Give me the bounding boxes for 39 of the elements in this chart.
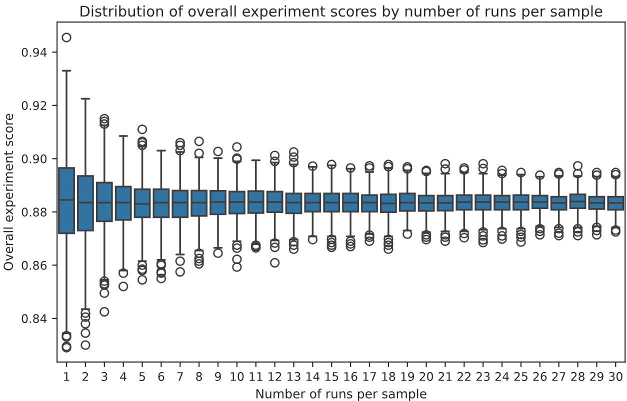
x-tick-label: 9 — [214, 372, 221, 381]
x-tick-label: 20 — [420, 372, 434, 381]
x-tick-label: 11 — [250, 372, 262, 381]
x-tick-label: 18 — [382, 372, 396, 381]
x-tick-label: 23 — [476, 372, 490, 381]
x-tick-label: 5 — [139, 372, 145, 381]
x-tick-label: 6 — [158, 372, 164, 381]
x-tick-label: 25 — [514, 372, 528, 381]
x-tick-label: 16 — [344, 372, 358, 381]
y-tick-label: 0.94 — [22, 48, 47, 57]
y-tick-label: 0.86 — [22, 260, 47, 270]
x-tick-label: 14 — [306, 372, 320, 381]
x-tick-label: 13 — [288, 372, 300, 381]
x-tick-label: 17 — [363, 372, 376, 381]
x-tick-label: 21 — [438, 372, 452, 381]
x-tick-label: 7 — [177, 372, 183, 381]
x-tick-label: 1 — [64, 372, 70, 381]
x-tick-label: 28 — [571, 372, 584, 381]
y-tick-label: 0.84 — [22, 314, 47, 324]
x-tick-label: 27 — [552, 372, 566, 381]
x-tick-label: 4 — [120, 372, 126, 381]
x-tick-label: 8 — [196, 372, 202, 381]
x-tick-label: 26 — [533, 372, 547, 381]
x-tick-label: 2 — [82, 372, 88, 381]
x-axis-title: Number of runs per sample — [256, 388, 426, 401]
x-tick-label: 24 — [495, 372, 509, 381]
y-tick-label: 0.90 — [22, 154, 47, 164]
y-tick-label: 0.88 — [22, 208, 47, 217]
x-tick-label: 10 — [230, 372, 244, 381]
x-tick-label: 30 — [609, 372, 622, 381]
x-tick-label: 15 — [325, 372, 338, 381]
y-axis-title: Overall experiment score — [3, 114, 16, 270]
x-tick-label: 19 — [401, 372, 414, 381]
y-tick-label: 0.92 — [22, 101, 46, 110]
x-tick-label: 12 — [268, 372, 282, 381]
x-tick-label: 22 — [458, 372, 470, 381]
x-tick-label: 3 — [102, 372, 108, 381]
x-tick-label: 29 — [590, 372, 604, 381]
chart-title: Distribution of overall experiment scores by number of runs per sample — [80, 5, 602, 20]
